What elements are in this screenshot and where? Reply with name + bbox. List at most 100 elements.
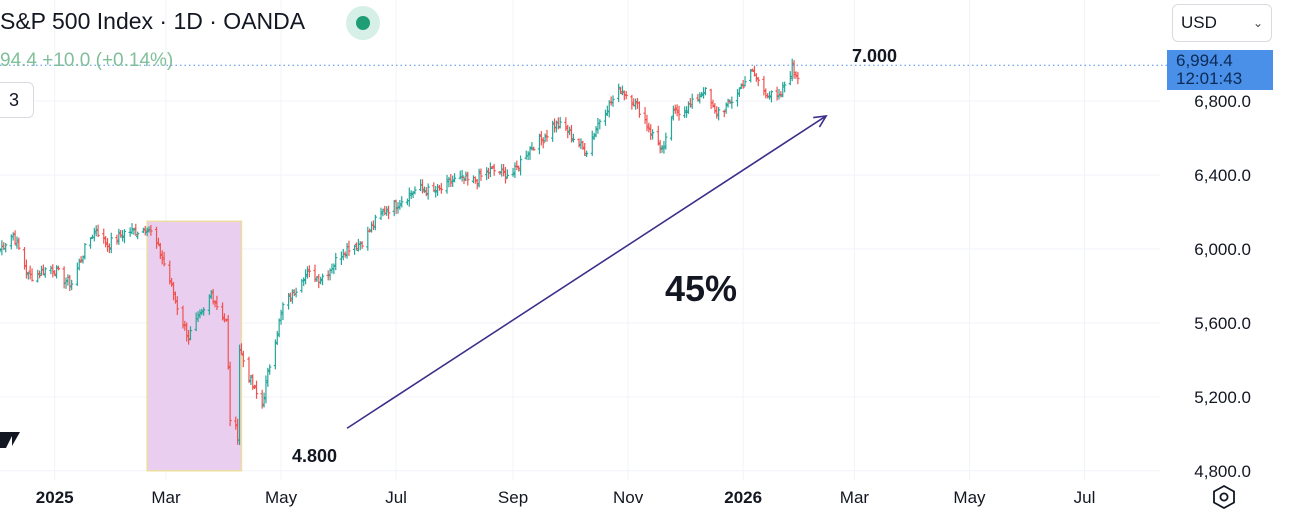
- ohlc-bar: [735, 89, 740, 107]
- ohlc-bar: [741, 79, 745, 89]
- ohlc-bar: [202, 307, 206, 316]
- ohlc-bar: [713, 103, 717, 114]
- ohlc-bar: [122, 229, 127, 244]
- y-tick-label: 6,400.0: [1194, 166, 1251, 185]
- ohlc-bar: [715, 106, 719, 119]
- ohlc-bar: [622, 90, 626, 101]
- ohlc-bar: [673, 104, 677, 114]
- ohlc-bar: [130, 223, 134, 235]
- ohlc-bar: [502, 164, 506, 177]
- x-tick-label: Jul: [385, 488, 407, 507]
- ohlc-bar: [432, 182, 436, 192]
- ohlc-bar: [0, 240, 4, 256]
- ohlc-bar: [307, 265, 311, 278]
- ohlc-bar: [317, 274, 321, 289]
- ohlc-bar: [49, 265, 53, 275]
- highlight-rect: [146, 220, 243, 472]
- ohlc-bar: [426, 183, 430, 200]
- last-price: 6,994.4: [1176, 51, 1233, 70]
- ohlc-bar: [54, 265, 59, 279]
- ohlc-bar: [109, 232, 113, 254]
- ohlc-bar: [564, 117, 568, 131]
- hexagon-settings-icon[interactable]: [1211, 484, 1237, 510]
- y-tick-label: 5,600.0: [1194, 314, 1251, 333]
- ohlc-bar: [462, 176, 466, 185]
- ohlc-bar: [366, 226, 370, 251]
- ohlc-bar: [449, 174, 453, 187]
- ohlc-bar: [541, 137, 545, 149]
- ohlc-bar: [385, 206, 389, 216]
- ohlc-bar: [451, 175, 455, 187]
- y-tick-label: 5,200.0: [1194, 388, 1251, 407]
- currency-label: USD: [1181, 13, 1217, 32]
- ohlc-bar: [649, 124, 653, 140]
- ohlc-bar: [634, 98, 638, 110]
- ohlc-bar: [645, 114, 649, 132]
- ohlc-bar: [518, 155, 523, 176]
- ohlc-bar: [769, 90, 774, 103]
- ohlc-bar: [543, 133, 547, 142]
- ohlc-bar: [439, 183, 443, 194]
- ohlc-bar: [658, 139, 662, 154]
- x-tick-label: 2025: [36, 488, 74, 507]
- ohlc-bar: [294, 287, 298, 298]
- ohlc-bar: [392, 199, 396, 217]
- ohlc-bar: [796, 71, 800, 85]
- ohlc-bar: [630, 94, 634, 110]
- ohlc-bar: [437, 184, 442, 191]
- x-tick-label: May: [953, 488, 986, 507]
- low-label: 4.800: [292, 446, 337, 466]
- ohlc-bar: [24, 259, 29, 279]
- ohlc-bar: [251, 374, 255, 390]
- ohlc-bar: [96, 224, 100, 238]
- ohlc-bar: [783, 81, 787, 93]
- ohlc-bar: [303, 269, 308, 285]
- ohlc-bar: [13, 230, 17, 245]
- high-label: 7.000: [852, 46, 897, 66]
- ohlc-bar: [41, 264, 45, 276]
- ohlc-bar: [149, 225, 153, 236]
- ohlc-bar: [407, 187, 411, 207]
- ohlc-bar: [102, 228, 106, 244]
- ohlc-bar: [637, 101, 642, 118]
- ohlc-bar: [552, 118, 557, 133]
- ohlc-bar: [703, 87, 708, 96]
- ohlc-bar: [332, 263, 336, 275]
- ohlc-bar: [30, 268, 34, 282]
- ohlc-bar: [594, 126, 598, 138]
- ohlc-bar: [792, 60, 796, 79]
- ohlc-bar: [726, 98, 730, 108]
- ohlc-bar: [405, 198, 410, 206]
- ohlc-bar: [4, 243, 8, 253]
- x-tick-label: Nov: [613, 488, 644, 507]
- ohlc-bar: [479, 168, 483, 181]
- market-status-dot-icon: [346, 6, 380, 40]
- x-tick-label: May: [265, 488, 298, 507]
- ohlc-bar: [286, 293, 291, 310]
- ohlc-bar: [743, 76, 747, 87]
- ohlc-bar: [617, 83, 621, 103]
- ohlc-bar: [136, 231, 140, 240]
- ohlc-bar: [445, 174, 449, 194]
- ohlc-bar: [434, 185, 438, 198]
- ohlc-bar: [775, 86, 779, 101]
- ohlc-bar: [292, 289, 296, 297]
- ohlc-bar: [577, 138, 581, 148]
- currency-select[interactable]: USD ⌄: [1172, 4, 1272, 42]
- ohlc-bar: [545, 129, 549, 142]
- ohlc-bar: [424, 186, 428, 197]
- ohlc-bar: [505, 169, 509, 179]
- tradingview-logo-icon[interactable]: [0, 424, 20, 450]
- ohlc-bar: [371, 220, 376, 231]
- ohlc-bar: [360, 241, 364, 249]
- ohlc-bar: [603, 109, 608, 126]
- symbol-title[interactable]: S&P 500 Index · 1D · OANDA: [0, 8, 306, 34]
- ohlc-bar: [643, 107, 647, 124]
- x-tick-label: Sep: [498, 488, 528, 507]
- ohlc-bar: [247, 356, 251, 383]
- ohlc-bar: [353, 244, 357, 255]
- ohlc-bar: [188, 326, 193, 341]
- ohlc-bar: [288, 292, 293, 302]
- interval-button[interactable]: 3: [0, 82, 34, 118]
